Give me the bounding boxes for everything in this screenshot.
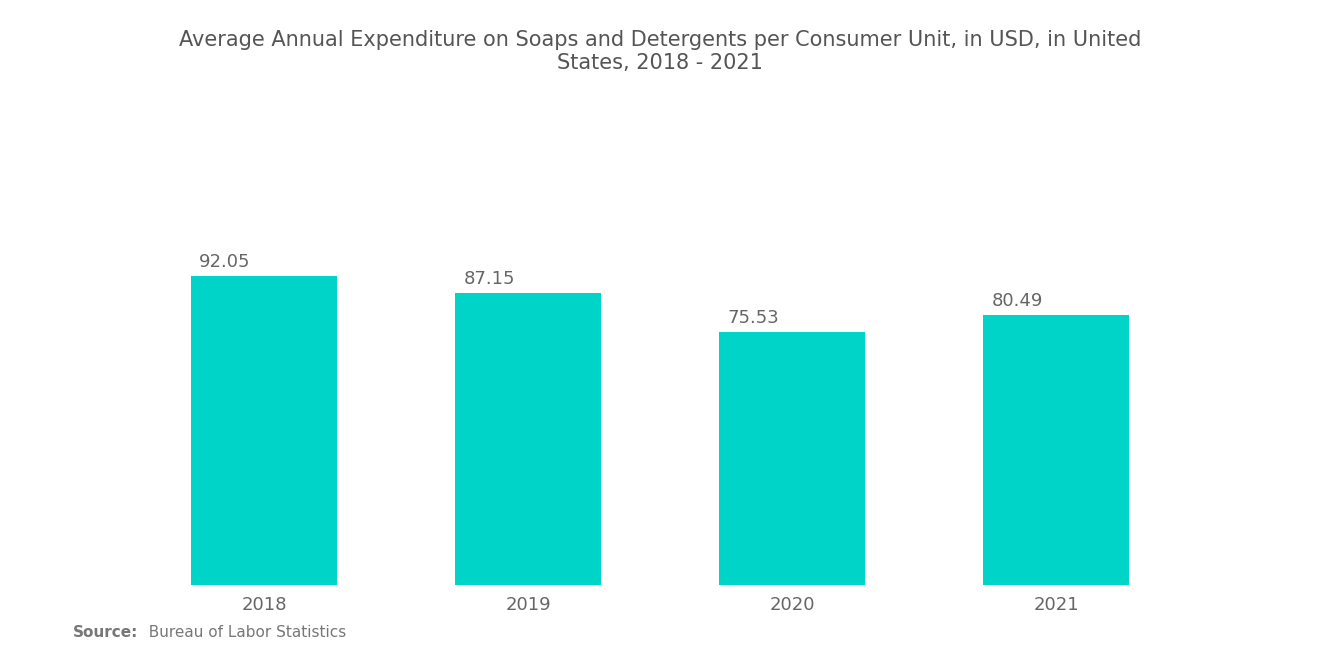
Bar [455, 293, 601, 585]
Text: Bureau of Labor Statistics: Bureau of Labor Statistics [139, 624, 346, 640]
Text: 87.15: 87.15 [463, 270, 515, 288]
Bar [191, 277, 337, 585]
Text: Source:: Source: [73, 624, 139, 640]
Text: 92.05: 92.05 [199, 253, 251, 271]
Bar [719, 332, 865, 585]
Text: 80.49: 80.49 [991, 292, 1043, 310]
Text: Average Annual Expenditure on Soaps and Detergents per Consumer Unit, in USD, in: Average Annual Expenditure on Soaps and … [178, 30, 1142, 73]
Text: 75.53: 75.53 [727, 309, 779, 327]
Bar [983, 315, 1129, 585]
